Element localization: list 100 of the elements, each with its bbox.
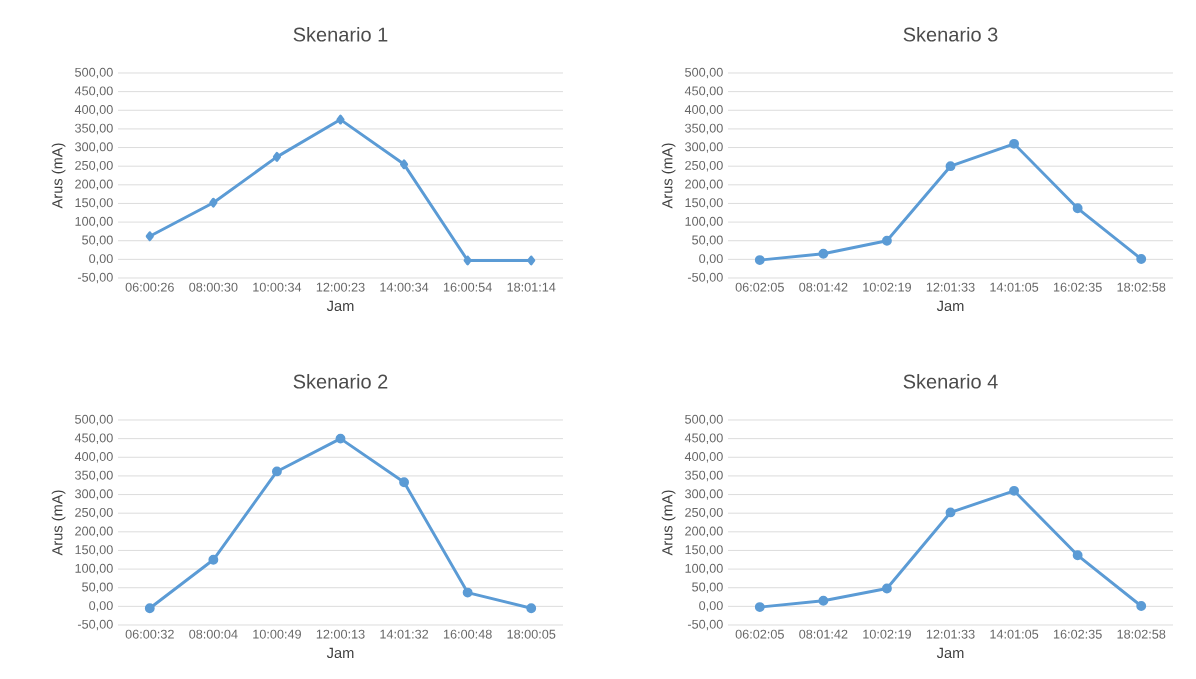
x-tick-label: 12:00:13 xyxy=(316,629,365,639)
y-tick-label: 250,00 xyxy=(75,507,113,519)
x-tick-label: 14:01:05 xyxy=(990,629,1039,639)
x-tick-label: 10:02:19 xyxy=(863,629,911,639)
point xyxy=(945,507,956,518)
point xyxy=(882,583,892,594)
x-tick-label: 06:00:26 xyxy=(125,282,174,292)
y-tick-label: 400,00 xyxy=(74,105,113,116)
y-tick-label: 150,00 xyxy=(75,198,113,209)
y-tick-label: 400,00 xyxy=(684,105,723,116)
y-tick-label: 200,00 xyxy=(685,526,723,538)
x-tick-label: 08:00:30 xyxy=(189,282,238,292)
point xyxy=(754,255,765,266)
y-tick-label: 150,00 xyxy=(685,545,723,556)
point xyxy=(462,587,473,598)
x-tick-label: 16:00:54 xyxy=(443,282,492,292)
y-tick-label: 50,00 xyxy=(82,582,113,593)
point xyxy=(1009,138,1020,149)
y-tick-label: 100,00 xyxy=(75,216,113,228)
y-tick-label: -50,00 xyxy=(77,619,113,631)
y-tick-label: 500,00 xyxy=(75,67,113,79)
y-tick-label: 100,00 xyxy=(75,563,113,575)
point xyxy=(272,151,281,162)
x-tick-label: 08:01:42 xyxy=(799,629,848,639)
y-tick-label: 150,00 xyxy=(685,198,723,209)
point xyxy=(1072,203,1083,214)
y-tick-label: 500,00 xyxy=(75,414,113,426)
point xyxy=(527,255,536,266)
point xyxy=(144,603,155,614)
x-tick-label: 06:00:32 xyxy=(125,629,174,639)
y-tick-label: 200,00 xyxy=(685,179,723,191)
x-tick-label: 12:01:33 xyxy=(926,282,975,292)
x-tick-label: 10:02:19 xyxy=(863,282,911,292)
y-tick-label: 50,00 xyxy=(82,235,113,246)
point xyxy=(399,477,410,488)
x-tick-label: 06:02:05 xyxy=(735,629,784,639)
y-tick-label: 450,00 xyxy=(74,433,113,444)
chart-title: Skenario 3 xyxy=(903,26,998,42)
x-tick-label: 18:00:05 xyxy=(507,629,556,639)
x-tick-label: 10:00:34 xyxy=(253,282,302,292)
y-tick-label: 0,00 xyxy=(699,254,723,265)
y-tick-label: 450,00 xyxy=(684,433,723,444)
point xyxy=(145,231,154,242)
y-axis-title: Arus (mA) xyxy=(51,490,66,556)
x-tick-label: 16:00:48 xyxy=(443,629,492,639)
chart-title: Skenario 2 xyxy=(293,373,388,389)
y-tick-label: 250,00 xyxy=(75,160,113,172)
x-tick-label: 12:01:33 xyxy=(926,629,975,639)
y-tick-label: 200,00 xyxy=(75,179,113,191)
x-axis-title: Jam xyxy=(936,647,964,659)
y-tick-label: 400,00 xyxy=(74,452,113,463)
point xyxy=(335,433,346,444)
y-axis-title: Arus (mA) xyxy=(51,143,66,209)
y-tick-label: -50,00 xyxy=(77,272,113,284)
y-tick-label: 300,00 xyxy=(685,489,723,500)
point xyxy=(1136,601,1147,611)
y-tick-label: 350,00 xyxy=(75,123,113,135)
x-tick-label: 16:02:35 xyxy=(1053,282,1102,292)
x-tick-label: 12:00:23 xyxy=(316,282,365,292)
point xyxy=(1136,254,1147,264)
y-tick-label: 350,00 xyxy=(75,470,113,482)
point xyxy=(526,603,537,614)
y-tick-label: 300,00 xyxy=(75,142,113,153)
point xyxy=(336,114,345,125)
point xyxy=(818,248,829,259)
y-axis-title: Arus (mA) xyxy=(661,143,676,209)
y-tick-label: 500,00 xyxy=(685,414,723,426)
point xyxy=(208,554,219,565)
point xyxy=(271,466,282,477)
x-tick-label: 18:02:58 xyxy=(1117,282,1166,292)
y-tick-label: 500,00 xyxy=(685,67,723,79)
y-tick-label: 350,00 xyxy=(685,123,723,135)
point xyxy=(400,159,409,170)
x-tick-label: 08:00:04 xyxy=(189,629,238,639)
y-tick-label: 450,00 xyxy=(74,86,113,97)
y-tick-label: 100,00 xyxy=(685,563,723,575)
x-axis-title: Jam xyxy=(326,300,354,312)
y-tick-label: 0,00 xyxy=(89,254,113,265)
x-tick-label: 16:02:35 xyxy=(1053,629,1102,639)
y-tick-label: 400,00 xyxy=(684,452,723,463)
x-tick-label: 14:01:05 xyxy=(990,282,1039,292)
y-tick-label: 50,00 xyxy=(692,235,723,246)
y-tick-label: 0,00 xyxy=(699,601,723,612)
point xyxy=(463,255,472,266)
point xyxy=(1072,550,1083,561)
x-tick-label: 18:02:58 xyxy=(1117,629,1166,639)
y-axis-title: Arus (mA) xyxy=(661,490,676,556)
point xyxy=(1009,485,1020,496)
chart-title: Skenario 4 xyxy=(903,373,998,389)
point xyxy=(882,235,892,246)
y-tick-label: 300,00 xyxy=(75,489,113,500)
point xyxy=(945,161,956,172)
y-tick-label: 300,00 xyxy=(685,142,723,153)
x-axis-title: Jam xyxy=(936,300,964,312)
x-axis-title: Jam xyxy=(326,647,354,659)
y-tick-label: -50,00 xyxy=(687,272,723,284)
point xyxy=(754,602,765,613)
point xyxy=(209,197,218,208)
y-tick-label: 200,00 xyxy=(75,526,113,538)
x-tick-label: 10:00:49 xyxy=(253,629,301,639)
